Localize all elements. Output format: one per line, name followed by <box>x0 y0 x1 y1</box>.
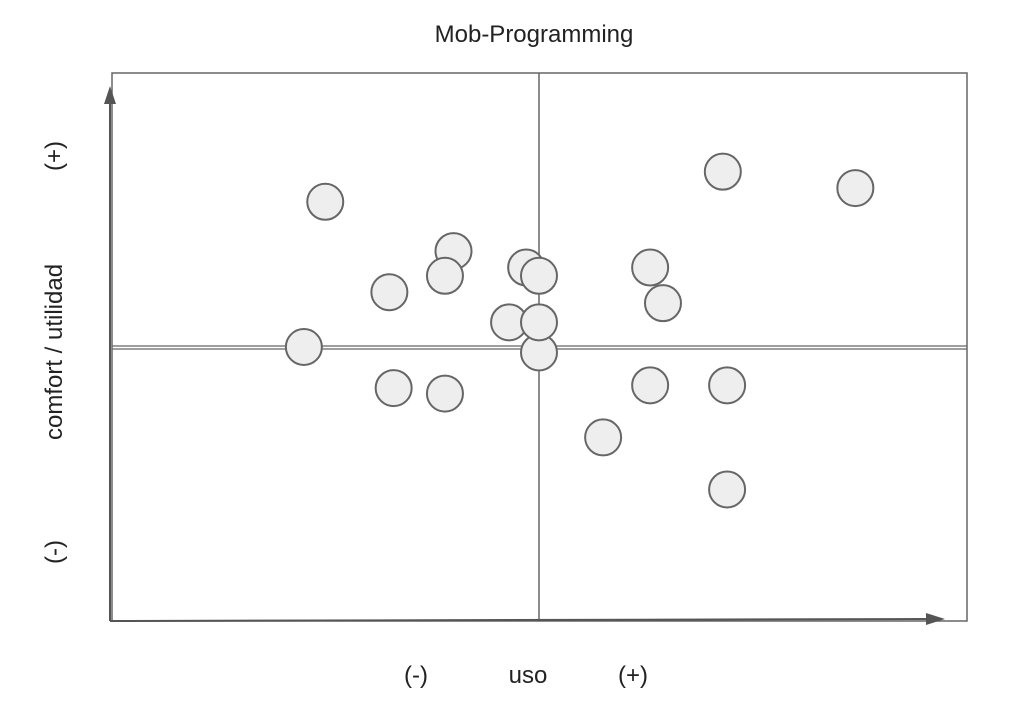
data-point <box>425 374 464 413</box>
x-tick-minus: (-) <box>404 662 428 689</box>
data-point <box>425 256 464 295</box>
data-point <box>631 248 670 287</box>
chart-title: Mob-Programming <box>435 21 634 48</box>
x-axis-arrow-icon <box>926 613 945 625</box>
data-point <box>708 470 747 509</box>
y-axis-arrow-icon <box>104 86 116 104</box>
data-point <box>370 273 409 312</box>
y-axis-label: comfort / utilidad <box>41 264 68 440</box>
data-point <box>631 366 670 405</box>
data-point <box>643 284 682 323</box>
data-point <box>374 369 413 408</box>
data-point <box>584 418 623 457</box>
data-point <box>284 328 323 366</box>
data-point <box>520 303 558 342</box>
x-axis-label: uso <box>509 662 548 689</box>
x-tick-plus: (+) <box>618 662 648 689</box>
y-tick-minus: (-) <box>41 540 68 564</box>
x-axis <box>109 618 931 622</box>
y-tick-plus: (+) <box>41 141 68 171</box>
data-point <box>836 169 875 208</box>
data-point <box>703 152 742 191</box>
data-point <box>708 366 747 405</box>
data-point <box>306 182 345 221</box>
data-point <box>520 256 558 295</box>
